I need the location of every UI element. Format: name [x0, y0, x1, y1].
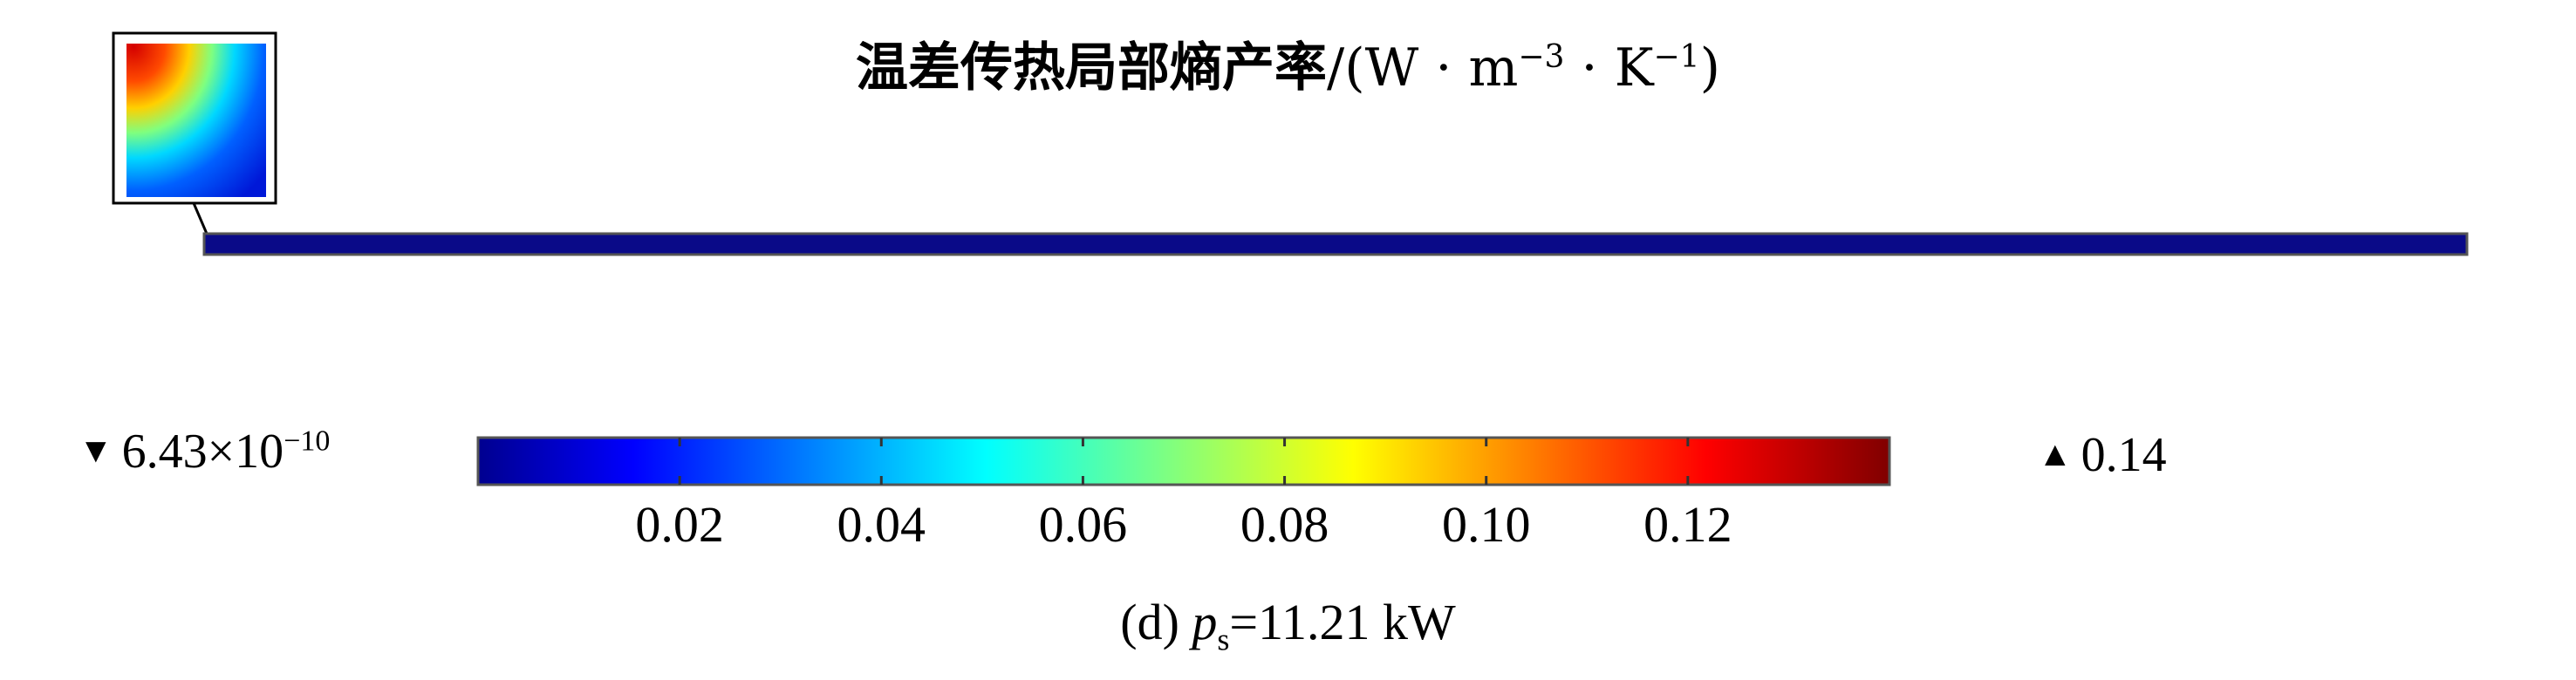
- colorbar-tick-label: 0.02: [635, 496, 724, 553]
- colorbar-tick-label: 0.10: [1441, 496, 1531, 553]
- title-unit-prefix: /(W · m: [1326, 37, 1519, 99]
- caption-prefix: (d): [1120, 594, 1192, 650]
- caption-rest: =11.21 kW: [1229, 594, 1456, 650]
- title-unit-suffix: ): [1699, 37, 1721, 99]
- up-triangle-icon: ▲: [2038, 434, 2073, 473]
- min-mantissa: 6.43×10: [121, 425, 284, 479]
- colorbar-ticks: [678, 438, 1690, 485]
- title-unit-mid: · K: [1581, 37, 1654, 99]
- caption-variable: p: [1192, 594, 1218, 650]
- colorbar-tick-label: 0.08: [1240, 496, 1329, 553]
- title-unit-exp1: −3: [1518, 39, 1565, 75]
- colorbar-tick-label: 0.12: [1643, 496, 1732, 553]
- colorbar-min-label: ▼ 6.43×10−10: [79, 424, 330, 479]
- figure-caption: (d) ps=11.21 kW: [0, 593, 2576, 656]
- down-triangle-icon: ▼: [79, 431, 113, 470]
- min-exponent: −10: [284, 425, 331, 458]
- colorbar-max-label: ▲ 0.14: [2038, 427, 2167, 483]
- colorbar-tick-label: 0.04: [837, 496, 926, 553]
- max-value: 0.14: [2081, 428, 2167, 482]
- title-main: 温差传热局部熵产率: [855, 37, 1327, 99]
- domain-strip: [202, 232, 2469, 256]
- inset-heatmap: [126, 44, 266, 197]
- colorbar-tick-label: 0.06: [1038, 496, 1128, 553]
- chart-title: 温差传热局部熵产率/(W · m−3 · K−1): [0, 39, 2576, 95]
- colorbar-bar: [476, 436, 1891, 486]
- title-unit-exp2: −1: [1653, 39, 1700, 75]
- caption-subscript: s: [1217, 622, 1230, 657]
